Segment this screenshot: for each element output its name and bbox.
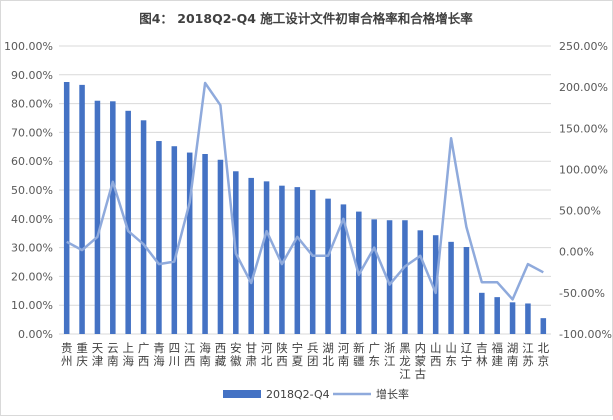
bar-series — [64, 82, 546, 334]
bar — [371, 219, 377, 334]
category-label: 山西 — [430, 341, 442, 368]
bar — [156, 141, 162, 334]
left-tick-label: 40.00% — [11, 213, 53, 226]
left-tick-label: 30.00% — [11, 242, 53, 255]
bar — [218, 160, 224, 334]
legend: 2018Q2-Q4 增长率 — [223, 387, 409, 401]
category-label: 广西 — [138, 341, 150, 368]
category-label: 福建 — [491, 341, 503, 368]
right-axis: -100.00% -50.00% 0.00% 50.00% 100.00% 150.00%… — [559, 40, 612, 341]
bar — [402, 220, 408, 334]
bar — [510, 302, 516, 334]
left-tick-label: 80.00% — [11, 98, 53, 111]
category-label: 内蒙古 — [415, 341, 427, 381]
bar — [110, 101, 116, 334]
right-tick-label: 0.00% — [559, 246, 594, 259]
left-tick-label: 50.00% — [11, 184, 53, 197]
category-label: 山东 — [445, 341, 457, 368]
right-tick-label: 100.00% — [559, 163, 608, 176]
bar — [464, 247, 470, 334]
bar — [494, 297, 500, 334]
category-label: 河南 — [338, 341, 350, 368]
category-label: 宁夏 — [292, 341, 304, 368]
bar — [479, 293, 485, 334]
line-series — [67, 83, 544, 299]
bar — [310, 190, 316, 334]
legend-bar-swatch — [223, 390, 261, 398]
bar — [295, 187, 301, 334]
category-label: 辽宁 — [461, 341, 473, 368]
category-label: 湖南 — [507, 341, 519, 368]
left-tick-label: 100.00% — [4, 40, 53, 53]
right-tick-label: -100.00% — [559, 328, 612, 341]
grid-lines — [59, 46, 551, 334]
category-label: 浙江 — [384, 341, 396, 368]
category-label: 甘肃 — [245, 341, 257, 368]
right-tick-label: 250.00% — [559, 40, 608, 53]
category-label: 江西 — [184, 341, 196, 368]
right-tick-label: 50.00% — [559, 205, 601, 218]
legend-line-label: 增长率 — [376, 387, 409, 401]
category-label: 江苏 — [522, 341, 534, 368]
category-label: 兵团 — [307, 341, 319, 368]
bar — [202, 154, 208, 334]
category-label: 黑龙江 — [399, 341, 411, 381]
bar — [264, 181, 270, 334]
right-tick-label: -50.00% — [559, 287, 605, 300]
bar — [325, 199, 331, 334]
left-tick-label: 90.00% — [11, 69, 53, 82]
bar — [248, 178, 254, 334]
right-tick-label: 150.00% — [559, 122, 608, 135]
category-label: 安徽 — [230, 341, 242, 368]
x-axis-categories: 贵州重庆天津云南上海广西青海四川江西海南西藏安徽甘肃河北陕西宁夏兵团湖北河南新疆… — [61, 341, 550, 381]
category-label: 重庆 — [76, 341, 88, 368]
category-label: 陕西 — [276, 341, 288, 368]
bar — [141, 120, 147, 334]
bar — [172, 146, 178, 334]
bar — [541, 318, 547, 334]
bar — [95, 101, 101, 334]
category-label: 海南 — [199, 341, 211, 368]
category-label: 天津 — [92, 341, 104, 368]
category-label: 西藏 — [215, 341, 227, 368]
category-label: 青海 — [153, 341, 165, 368]
left-tick-label: 0.00% — [18, 328, 53, 341]
left-axis: 0.00% 10.00% 20.00% 30.00% 40.00% 50.00% 60.00… — [4, 40, 53, 341]
bar — [418, 230, 424, 334]
bar — [79, 85, 85, 334]
left-tick-label: 20.00% — [11, 270, 53, 283]
left-tick-label: 70.00% — [11, 126, 53, 139]
category-label: 云南 — [107, 341, 119, 368]
left-tick-label: 10.00% — [11, 299, 53, 312]
bar — [64, 82, 70, 334]
bar — [448, 242, 454, 334]
category-label: 广东 — [368, 341, 380, 368]
category-label: 四川 — [169, 341, 181, 368]
legend-bar-label: 2018Q2-Q4 — [266, 388, 330, 401]
category-label: 新疆 — [353, 341, 365, 368]
category-label: 河北 — [261, 341, 273, 368]
category-label: 上海 — [122, 341, 134, 368]
category-label: 吉林 — [476, 341, 488, 368]
chart-title: 图4： 2018Q2-Q4 施工设计文件初审合格率和合格增长率 — [139, 11, 473, 26]
category-label: 贵州 — [61, 341, 73, 368]
growth-rate-line — [67, 83, 544, 299]
left-tick-label: 60.00% — [11, 155, 53, 168]
category-label: 湖北 — [322, 341, 334, 368]
right-tick-label: 200.00% — [559, 81, 608, 94]
category-label: 北京 — [538, 341, 550, 368]
bar — [525, 303, 531, 334]
